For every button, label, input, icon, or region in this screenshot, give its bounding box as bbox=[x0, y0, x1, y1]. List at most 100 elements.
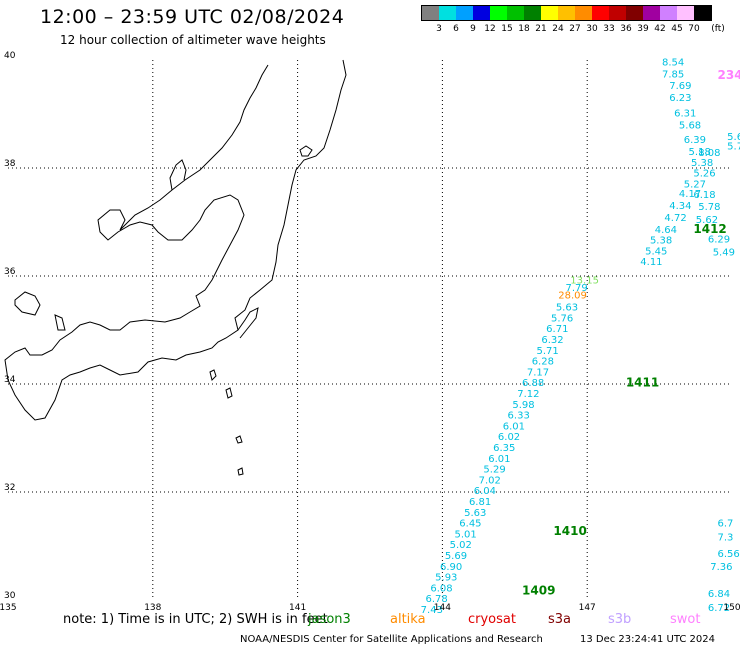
legend-label: 27 bbox=[569, 24, 581, 34]
satellite-s3b: s3b bbox=[608, 612, 632, 627]
wave-height-reading: 7.36 bbox=[710, 562, 732, 573]
legend-swatch bbox=[490, 6, 507, 20]
pass-time-label: 1411 bbox=[626, 376, 659, 390]
legend-label: 6 bbox=[453, 24, 459, 34]
wave-height-reading: 6.45 bbox=[459, 519, 481, 530]
legend-label: 15 bbox=[501, 24, 513, 34]
wave-height-reading: 7.3 bbox=[718, 533, 734, 544]
izu-island-3 bbox=[235, 435, 243, 444]
lat-tick-label: 38 bbox=[4, 159, 16, 169]
lon-tick-label: 144 bbox=[434, 603, 451, 613]
wave-height-reading: 5.18 bbox=[689, 147, 711, 158]
legend-swatch bbox=[507, 6, 524, 20]
pass-time-label: 1410 bbox=[553, 524, 586, 538]
wave-height-reading: 28.09 bbox=[558, 291, 587, 302]
graticule bbox=[8, 60, 732, 600]
wave-height-reading: 5.49 bbox=[713, 247, 735, 258]
satellite-jason3: jason3 bbox=[308, 612, 351, 627]
legend-label: 18 bbox=[518, 24, 530, 34]
legend-color-bar bbox=[421, 5, 712, 21]
wave-height-reading: 5.45 bbox=[645, 246, 667, 257]
wave-height-reading: 5.38 bbox=[691, 158, 713, 169]
noto-peninsula bbox=[169, 159, 187, 191]
lat-tick-label: 32 bbox=[4, 483, 15, 493]
wave-height-reading: 6.02 bbox=[498, 432, 520, 443]
units-note: note: 1) Time is in UTC; 2) SWH is in fe… bbox=[63, 612, 328, 627]
legend-swatch bbox=[677, 6, 694, 20]
lon-tick-label: 141 bbox=[289, 603, 306, 613]
honshu-coastline bbox=[4, 59, 347, 421]
lat-tick-label: 30 bbox=[4, 591, 16, 601]
wave-height-reading: 4.34 bbox=[669, 201, 691, 212]
legend-swatch bbox=[541, 6, 558, 20]
wave-height-reading: 7.17 bbox=[527, 367, 549, 378]
izu-island-4 bbox=[237, 467, 244, 476]
wave-height-reading: 6.31 bbox=[674, 109, 696, 120]
wave-height-reading: 6.90 bbox=[440, 562, 462, 573]
wave-height-reading: 5.01 bbox=[454, 529, 476, 540]
wave-height-reading: 4.17 bbox=[679, 189, 701, 200]
legend-label: 70 bbox=[688, 24, 700, 34]
satellite-altika: altika bbox=[390, 612, 426, 627]
lat-tick-label: 34 bbox=[4, 375, 16, 385]
wave-height-reading: 6.01 bbox=[488, 454, 510, 465]
wave-height-reading: 5.38 bbox=[650, 236, 672, 247]
wave-height-reading: 6.32 bbox=[541, 335, 563, 346]
wave-height-reading: 6.35 bbox=[493, 443, 515, 454]
legend-swatch bbox=[609, 6, 626, 20]
wave-height-reading: 7.85 bbox=[662, 69, 684, 80]
wave-height-reading: 5.78 bbox=[727, 142, 740, 153]
legend-swatch bbox=[473, 6, 490, 20]
wave-height-reading: 5.68 bbox=[679, 121, 701, 132]
satellite-swot: swot bbox=[670, 612, 701, 627]
wave-height-reading: 5.02 bbox=[450, 540, 472, 551]
wave-height-reading: 6.88 bbox=[522, 378, 544, 389]
legend-swatch bbox=[558, 6, 575, 20]
lat-tick-label: 40 bbox=[4, 51, 16, 61]
lon-tick-label: 138 bbox=[144, 603, 161, 613]
wave-height-reading: 7.43 bbox=[421, 605, 443, 616]
legend-swatch bbox=[660, 6, 677, 20]
wave-height-reading: 6.28 bbox=[532, 357, 554, 368]
legend-swatch bbox=[626, 6, 643, 20]
wave-height-reading: 6.18 bbox=[693, 190, 715, 201]
sado-island bbox=[299, 145, 313, 157]
legend-swatch bbox=[592, 6, 609, 20]
legend-label: 3 bbox=[436, 24, 442, 34]
wave-height-reading: 5.63 bbox=[464, 508, 486, 519]
lat-tick-label: 36 bbox=[4, 267, 16, 277]
legend-swatch bbox=[643, 6, 660, 20]
wave-height-reading: 7.79 bbox=[565, 283, 587, 294]
satellite-s3a: s3a bbox=[548, 612, 572, 627]
axis-tick-labels: 135 138 141 144 147 150 40 38 36 34 32 30 bbox=[0, 51, 740, 613]
generated-timestamp: 13 Dec 23:24:41 UTC 2024 bbox=[580, 634, 715, 645]
pass-time-labels: 2349 1412 1411 1410 1409 bbox=[522, 68, 740, 598]
legend-label: 36 bbox=[620, 24, 632, 34]
pass-time-label: 1412 bbox=[693, 222, 726, 236]
legend-label: 24 bbox=[552, 24, 564, 34]
wave-height-reading: 6.04 bbox=[474, 486, 496, 497]
legend-label: 42 bbox=[654, 24, 666, 34]
lon-tick-label: 147 bbox=[579, 603, 596, 613]
wave-height-reading: 6.84 bbox=[708, 589, 730, 600]
credit-line: NOAA/NESDIS Center for Satellite Applica… bbox=[240, 634, 543, 645]
wave-height-reading: 7.02 bbox=[479, 475, 501, 486]
wave-height-reading: 5.29 bbox=[483, 465, 505, 476]
lon-tick-label: 135 bbox=[0, 603, 17, 613]
legend-label: 39 bbox=[637, 24, 649, 34]
legend-swatch bbox=[524, 6, 541, 20]
wave-height-reading: 7.69 bbox=[669, 81, 691, 92]
wave-height-reading: 5.78 bbox=[698, 202, 720, 213]
legend-label: 9 bbox=[470, 24, 476, 34]
map-subtitle: 12 hour collection of altimeter wave hei… bbox=[60, 33, 326, 47]
wave-height-reading: 6.33 bbox=[508, 411, 530, 422]
wave-height-reading: 5.27 bbox=[684, 179, 706, 190]
legend-label: 45 bbox=[671, 24, 683, 34]
pass-time-label: 1409 bbox=[522, 584, 555, 598]
wave-height-reading: 4.64 bbox=[655, 225, 677, 236]
legend-swatch bbox=[439, 6, 456, 20]
legend-label: 33 bbox=[603, 24, 615, 34]
lon-tick-label: 150 bbox=[723, 603, 740, 613]
kii-coastline bbox=[14, 291, 41, 316]
